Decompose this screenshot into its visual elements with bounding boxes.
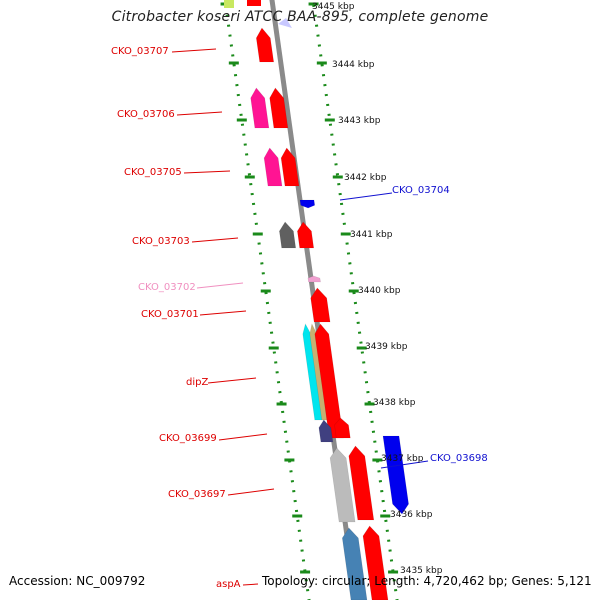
topology-summary: Topology: circular; Length: 4,720,462 bp… — [262, 574, 592, 588]
scale-label-3435: 3435 kbp — [400, 566, 443, 576]
label-leader-line — [380, 460, 429, 469]
map-title: Citrobacter koseri ATCC BAA-895, complet… — [111, 9, 489, 25]
inner-tick-guide — [223, 0, 311, 600]
label-leader-line — [242, 583, 259, 586]
label-leader-line — [339, 192, 393, 201]
gene-label-aspa[interactable]: aspA — [216, 579, 241, 590]
scale-label-3439: 3439 kbp — [365, 342, 408, 352]
gene-feature-arrow — [341, 527, 368, 600]
gene-label-cko-03705[interactable]: CKO_03705 — [124, 167, 182, 178]
gene-feature-arrow — [310, 287, 331, 323]
scale-label-3438: 3438 kbp — [373, 398, 416, 408]
gene-feature-arrow — [280, 147, 300, 187]
gene-feature-arrow — [334, 417, 351, 439]
scale-label-3437: 3437 kbp — [381, 454, 424, 464]
gene-feature-arrow — [362, 525, 389, 600]
scale-label-3445: 3445 kbp — [312, 2, 355, 12]
label-leader-line — [196, 282, 244, 289]
gene-feature-arrow — [318, 419, 334, 443]
gene-feature-partial — [278, 18, 292, 28]
label-leader-line — [227, 488, 275, 496]
gene-label-cko-03702[interactable]: CKO_03702 — [138, 282, 196, 293]
gene-feature-arrow — [329, 447, 356, 523]
gene-feature-arrow — [302, 323, 324, 421]
gene-label-cko-03701[interactable]: CKO_03701 — [141, 309, 199, 320]
scale-label-3436: 3436 kbp — [390, 510, 433, 520]
gene-feature-arrow — [269, 87, 289, 129]
gene-feature-partial — [247, 0, 261, 6]
gene-label-cko-03706[interactable]: CKO_03706 — [117, 109, 175, 120]
label-leader-line — [199, 310, 247, 316]
scale-label-3443: 3443 kbp — [338, 116, 381, 126]
label-leader-line — [176, 111, 223, 116]
gene-feature-arrow — [279, 221, 297, 249]
gene-feature-arrow — [348, 445, 375, 521]
gene-label-cko-03699[interactable]: CKO_03699 — [159, 433, 217, 444]
gene-label-dipz[interactable]: dipZ — [186, 377, 209, 388]
label-leader-line — [207, 377, 257, 384]
label-leader-line — [171, 48, 217, 53]
label-leader-line — [183, 170, 231, 174]
gene-feature-arrow — [299, 199, 316, 209]
gene-feature-arrow — [297, 221, 315, 249]
accession-label: Accession: NC_009792 — [9, 574, 146, 588]
gene-label-cko-03698[interactable]: CKO_03698 — [430, 453, 488, 464]
label-leader-line — [218, 433, 268, 441]
gene-feature-arrow — [263, 147, 283, 187]
gene-feature-partial — [224, 0, 234, 8]
scale-label-3441: 3441 kbp — [350, 230, 393, 240]
gene-label-cko-03704[interactable]: CKO_03704 — [392, 185, 450, 196]
gene-feature-arrow — [250, 87, 270, 129]
gene-label-cko-03703[interactable]: CKO_03703 — [132, 236, 190, 247]
gene-feature-arrow — [307, 275, 321, 283]
scale-label-3442: 3442 kbp — [344, 173, 387, 183]
scale-label-3440: 3440 kbp — [358, 286, 401, 296]
gene-feature-arrow — [382, 435, 409, 515]
gene-label-cko-03707[interactable]: CKO_03707 — [111, 46, 169, 57]
gene-label-cko-03697[interactable]: CKO_03697 — [168, 489, 226, 500]
label-leader-line — [191, 237, 239, 243]
scale-label-3444: 3444 kbp — [332, 60, 375, 70]
gene-feature-arrow — [255, 27, 275, 63]
